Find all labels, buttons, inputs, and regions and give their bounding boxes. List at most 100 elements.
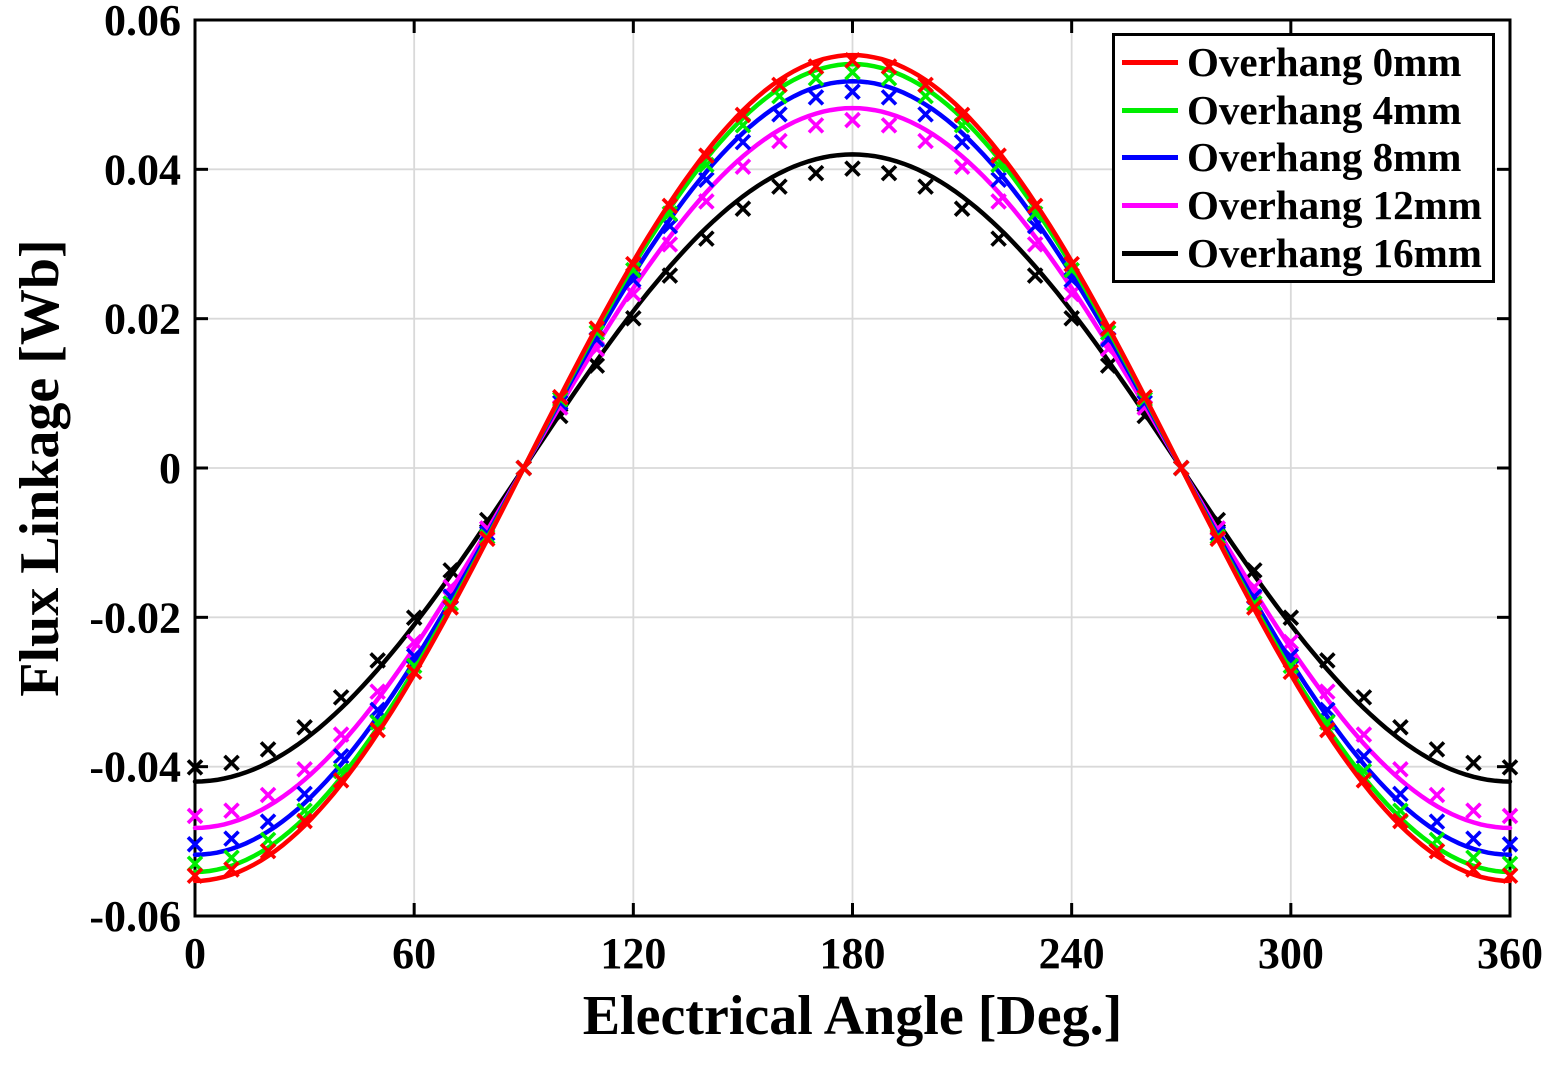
x-tick-label: 360 (1477, 929, 1543, 978)
series-line-overhang-16mm (192, 152, 1513, 784)
legend-swatch-magenta-line-icon (1122, 203, 1178, 209)
x-marker (625, 285, 642, 303)
x-marker (844, 52, 861, 69)
x-marker (515, 459, 533, 477)
x-marker (1136, 388, 1153, 406)
x-marker (1319, 701, 1336, 719)
x-marker (296, 785, 313, 803)
x-marker (1392, 719, 1409, 736)
series-line-overhang-8mm (192, 78, 1513, 858)
x-marker (259, 741, 277, 758)
series-markers-overhang-0mm (186, 52, 1519, 884)
x-marker (1282, 633, 1300, 651)
x-marker (1355, 748, 1373, 765)
y-tick-label: -0.06 (89, 892, 181, 941)
x-marker (1063, 285, 1080, 303)
x-marker (917, 132, 934, 150)
x-marker (807, 164, 825, 182)
x-marker (880, 164, 898, 182)
x-marker (442, 562, 459, 579)
x-marker (296, 719, 313, 736)
x-marker (478, 530, 496, 548)
x-marker (771, 106, 788, 123)
x-marker (369, 683, 386, 700)
x-marker (917, 76, 934, 94)
x-marker (1172, 459, 1190, 477)
x-marker (259, 813, 277, 830)
x-marker (1319, 652, 1336, 669)
x-marker (1428, 813, 1446, 830)
x-marker (734, 133, 752, 151)
x-marker (771, 178, 788, 195)
x-marker (223, 861, 240, 878)
y-tick-label: -0.02 (89, 593, 181, 642)
x-tick-label: 240 (1039, 929, 1105, 978)
x-marker (807, 89, 825, 106)
x-marker (1428, 786, 1446, 804)
y-tick-label: 0.02 (104, 295, 181, 344)
x-marker (734, 106, 752, 124)
x-marker (917, 106, 934, 123)
x-marker (734, 200, 752, 217)
x-marker (1465, 830, 1482, 847)
x-marker (698, 171, 715, 188)
x-marker (223, 830, 240, 847)
x-marker (844, 111, 861, 129)
x-marker (953, 200, 971, 217)
legend-label-overhang-8mm: Overhang 8mm (1187, 134, 1462, 181)
x-marker (296, 812, 313, 830)
x-marker (1465, 754, 1482, 772)
x-marker (1428, 842, 1446, 860)
x-marker (1355, 689, 1373, 706)
x-marker (698, 147, 715, 164)
legend-row-overhang-4mm: Overhang 4mm (1122, 89, 1492, 131)
legend-swatch-blue-line-icon (1122, 155, 1178, 161)
x-marker (1063, 310, 1080, 327)
x-marker (953, 106, 971, 124)
x-marker (771, 76, 788, 94)
x-marker (990, 171, 1007, 188)
x-marker (880, 117, 898, 134)
x-marker (625, 310, 642, 327)
x-marker (442, 599, 459, 616)
x-marker (1246, 595, 1263, 612)
x-marker (588, 320, 606, 337)
x-marker (1501, 759, 1519, 776)
x-marker (1392, 812, 1409, 830)
x-marker (1465, 802, 1482, 819)
legend-swatch-black-line-icon (1122, 250, 1178, 256)
x-marker (1501, 807, 1519, 825)
x-tick-label: 0 (184, 929, 206, 978)
x-marker (186, 759, 204, 776)
x-marker (223, 802, 240, 819)
x-marker (1026, 217, 1044, 235)
legend-row-overhang-12mm: Overhang 12mm (1122, 185, 1492, 226)
x-marker (1099, 324, 1117, 341)
x-marker (661, 197, 679, 215)
x-marker (223, 754, 240, 772)
x-marker (332, 748, 350, 765)
x-marker (369, 701, 386, 719)
x-marker (1026, 267, 1044, 284)
x-marker (369, 721, 386, 739)
x-marker (186, 855, 204, 873)
x-marker (1282, 609, 1300, 626)
legend-label-overhang-12mm: Overhang 12mm (1187, 182, 1482, 229)
x-tick-label: 120 (600, 929, 666, 978)
x-marker (1319, 721, 1336, 739)
x-marker (1063, 255, 1080, 273)
series-line-overhang-12mm (192, 105, 1513, 831)
x-marker (405, 663, 423, 681)
x-marker (771, 132, 788, 150)
x-marker (259, 842, 277, 860)
x-marker (1465, 861, 1482, 878)
x-tick-label: 300 (1258, 929, 1324, 978)
x-marker (296, 761, 313, 778)
x-marker (1246, 599, 1263, 616)
x-marker (807, 117, 825, 134)
legend-row-overhang-0mm: Overhang 0mm (1122, 42, 1492, 83)
x-marker (1355, 726, 1373, 743)
x-marker (661, 267, 679, 284)
x-marker (953, 158, 971, 175)
